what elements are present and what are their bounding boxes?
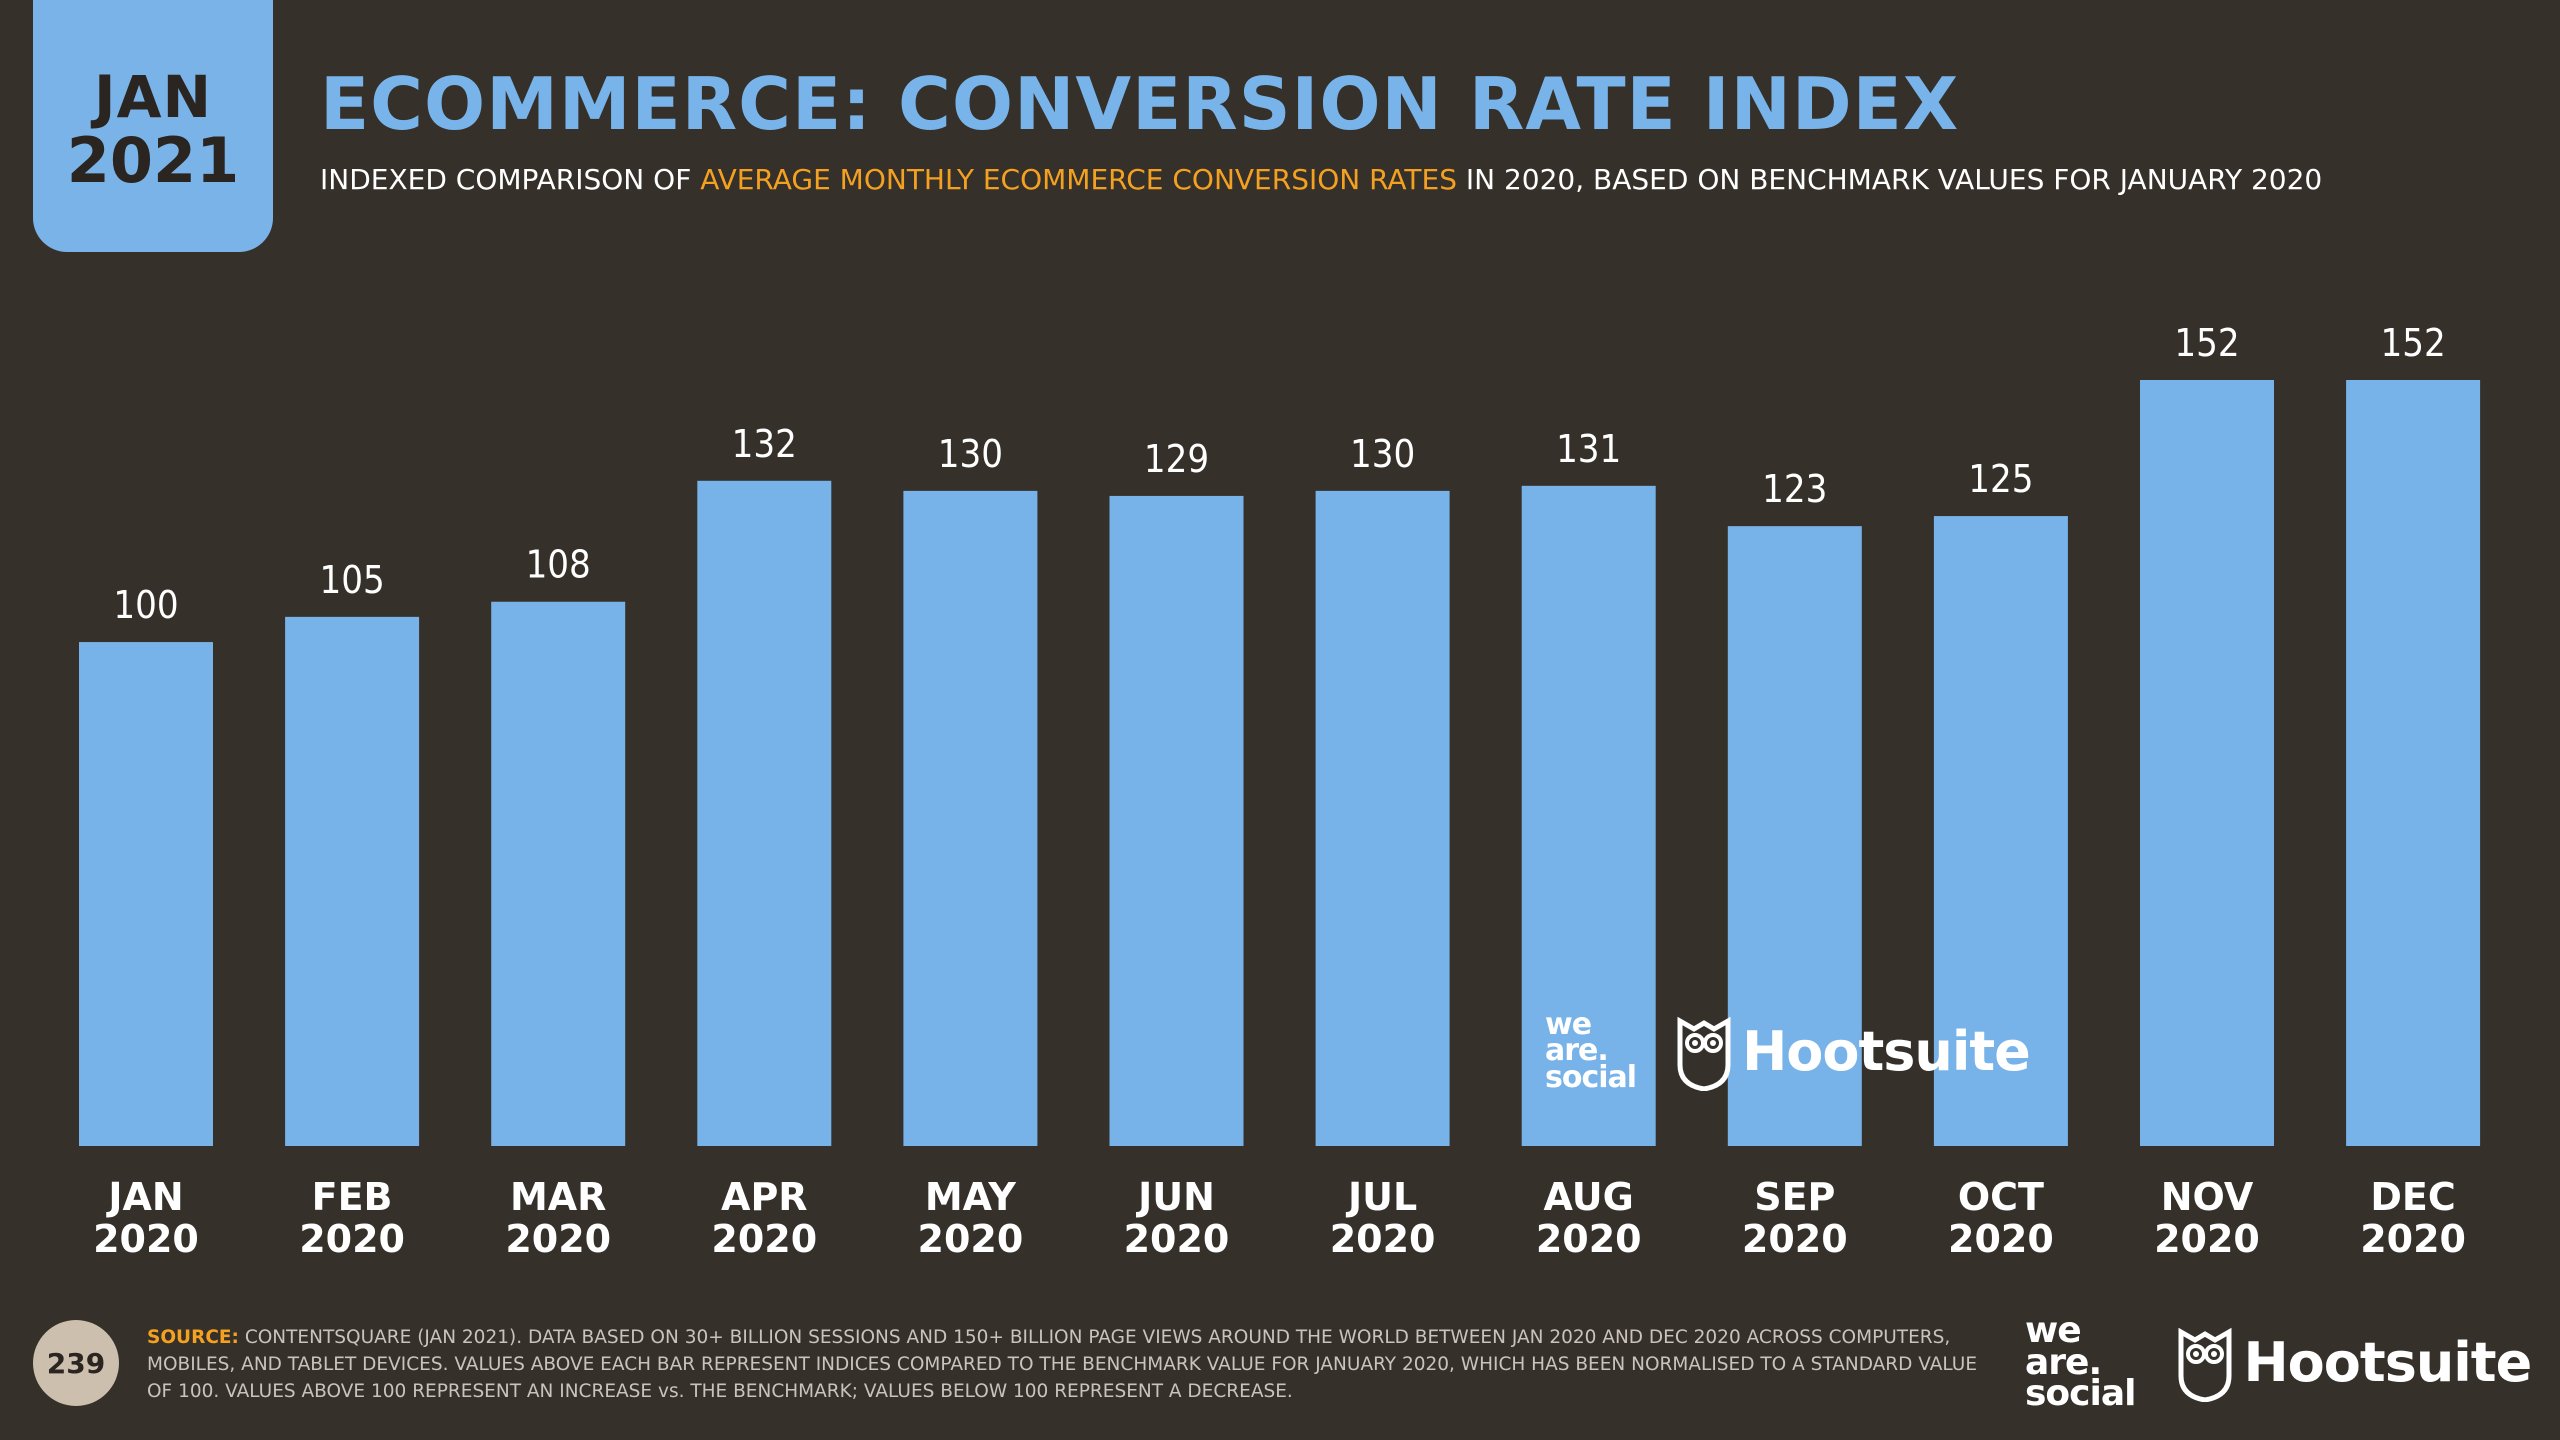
date-tab: JAN 2021	[33, 0, 273, 252]
bar-feb	[285, 616, 420, 1146]
x-tick-year-apr: 2020	[711, 1217, 817, 1261]
x-tick-month-feb: FEB	[312, 1175, 393, 1219]
x-tick-month-sep: SEP	[1754, 1175, 1835, 1219]
owl-icon	[1677, 1016, 1731, 1091]
subtitle-pre: INDEXED COMPARISON OF	[320, 163, 701, 196]
data-label-jun: 129	[1144, 437, 1209, 481]
bar-jun	[1109, 495, 1244, 1146]
page-title: ECOMMERCE: CONVERSION RATE INDEX	[320, 62, 1960, 146]
chart-watermark-brands: we are. social Hootsuite	[1545, 1007, 2031, 1095]
x-tick-year-aug: 2020	[1536, 1217, 1642, 1261]
bar-sep	[1727, 526, 1862, 1146]
subtitle-highlight: AVERAGE MONTHLY ECOMMERCE CONVERSION RAT…	[700, 163, 1457, 196]
hootsuite-logo: Hootsuite	[2177, 1324, 2532, 1402]
we-are-social-logo: we are. social	[2025, 1310, 2136, 1415]
data-label-jan: 100	[113, 583, 178, 627]
x-tick-month-jul: JUL	[1345, 1175, 1417, 1219]
data-label-nov: 152	[2174, 321, 2239, 365]
bar-aug	[1521, 485, 1656, 1146]
bar-apr	[697, 480, 832, 1147]
page-subtitle: INDEXED COMPARISON OF AVERAGE MONTHLY EC…	[320, 163, 2322, 196]
x-tick-month-apr: APR	[721, 1175, 808, 1219]
x-tick-month-jan: JAN	[105, 1175, 183, 1219]
x-tick-month-aug: AUG	[1544, 1175, 1634, 1219]
source-text: CONTENTSQUARE (JAN 2021). DATA BASED ON …	[147, 1327, 1978, 1402]
bar-jan	[79, 642, 213, 1146]
x-tick-month-oct: OCT	[1958, 1175, 2044, 1219]
x-tick-year-may: 2020	[918, 1217, 1024, 1261]
data-label-may: 130	[938, 432, 1003, 476]
x-tick-year-oct: 2020	[1948, 1217, 2054, 1261]
data-label-oct: 125	[1968, 457, 2033, 501]
bar-oct	[1933, 516, 2068, 1146]
bar-may	[903, 490, 1038, 1146]
bar-nov	[2140, 380, 2274, 1146]
data-label-feb: 105	[319, 558, 384, 602]
x-tick-month-nov: NOV	[2161, 1175, 2254, 1219]
hootsuite-logo: Hootsuite	[1676, 1013, 2031, 1091]
x-tick-month-jun: JUN	[1135, 1175, 1215, 1219]
bar-chart: 100JAN2020105FEB2020108MAR2020132APR2020…	[79, 321, 2481, 1261]
data-label-aug: 131	[1556, 427, 1621, 471]
x-tick-year-mar: 2020	[505, 1217, 611, 1261]
bar-mar	[491, 601, 626, 1146]
x-tick-year-dec: 2020	[2360, 1217, 2466, 1261]
date-tab-month: JAN	[93, 63, 212, 131]
data-label-sep: 123	[1762, 467, 1827, 511]
bar-dec	[2346, 380, 2481, 1146]
data-label-jul: 130	[1350, 432, 1415, 476]
x-tick-month-mar: MAR	[510, 1175, 606, 1219]
data-label-mar: 108	[526, 543, 591, 587]
subtitle-post: IN 2020, BASED ON BENCHMARK VALUES FOR J…	[1456, 163, 2323, 196]
date-tab-year: 2021	[66, 123, 240, 197]
x-tick-year-jan: 2020	[93, 1217, 199, 1261]
bar-jul	[1315, 490, 1450, 1146]
x-tick-year-sep: 2020	[1742, 1217, 1848, 1261]
x-tick-year-jun: 2020	[1124, 1217, 1230, 1261]
owl-icon	[2178, 1327, 2232, 1402]
x-tick-year-feb: 2020	[299, 1217, 405, 1261]
source-note: SOURCE: CONTENTSQUARE (JAN 2021). DATA B…	[147, 1324, 1987, 1405]
data-label-apr: 132	[732, 422, 797, 466]
x-tick-month-may: MAY	[925, 1175, 1017, 1219]
x-tick-year-nov: 2020	[2154, 1217, 2260, 1261]
footer-brands: we are. social Hootsuite	[2025, 1310, 2532, 1415]
we-are-social-logo: we are. social	[1545, 1007, 1637, 1095]
x-tick-month-dec: DEC	[2370, 1175, 2455, 1219]
source-label: SOURCE:	[147, 1327, 239, 1348]
x-tick-year-jul: 2020	[1330, 1217, 1436, 1261]
page-number-badge: 239	[33, 1320, 119, 1406]
data-label-dec: 152	[2380, 321, 2445, 365]
